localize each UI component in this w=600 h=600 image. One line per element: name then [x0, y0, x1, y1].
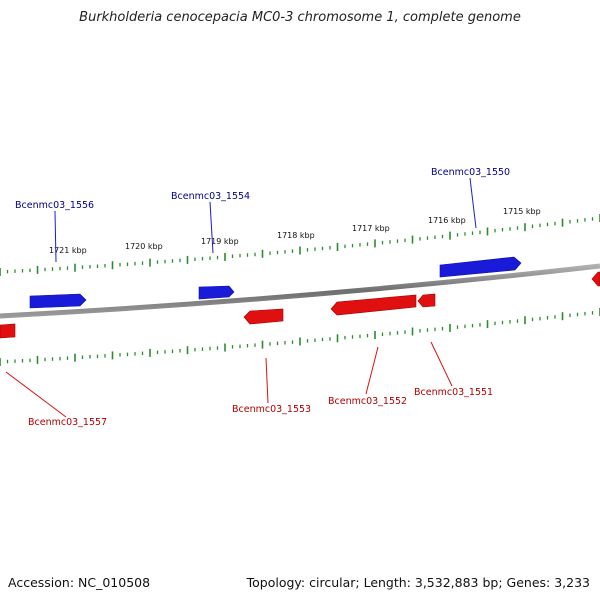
- gene-arrow-reverse[interactable]: [243, 308, 284, 325]
- gene-label[interactable]: Bcenmc03_1550: [431, 167, 510, 178]
- gene-bcenmc03-1551[interactable]: Bcenmc03_1551: [414, 293, 493, 398]
- gene-label[interactable]: Bcenmc03_1554: [171, 191, 250, 202]
- accession-text: Accession: NC_010508: [8, 575, 151, 590]
- gene-arrow-reverse[interactable]: [417, 293, 436, 308]
- gene-label-leader: [469, 177, 477, 229]
- gene-bcenmc03-1553[interactable]: Bcenmc03_1553: [232, 308, 311, 415]
- gene-label[interactable]: Bcenmc03_1552: [328, 396, 407, 407]
- gene-arrow-forward[interactable]: [198, 285, 235, 300]
- gene-arrow-reverse[interactable]: [330, 294, 417, 316]
- gene-label[interactable]: Bcenmc03_1556: [15, 200, 94, 211]
- scale-label-1717kbp: 1717 kbp: [352, 224, 390, 233]
- inner-scale-ticks: [0, 308, 600, 366]
- outer-scale-ticks: [0, 214, 600, 276]
- gene-bcenmc03-1556[interactable]: Bcenmc03_1556: [15, 200, 94, 309]
- gene-label-leader: [5, 371, 67, 418]
- genome-summary-text: Topology: circular; Length: 3,532,883 bp…: [246, 575, 590, 590]
- scale-labels: 1721 kbp 1720 kbp 1719 kbp 1718 kbp 1717…: [49, 207, 541, 255]
- gene-label[interactable]: Bcenmc03_1557: [28, 417, 107, 428]
- gene-arrow-reverse[interactable]: [0, 323, 16, 339]
- gene-label-leader: [54, 210, 57, 263]
- gene-label-leader: [430, 341, 453, 387]
- scale-label-1715kbp: 1715 kbp: [503, 207, 541, 216]
- gene-bcenmc03-1557[interactable]: Bcenmc03_1557: [0, 323, 107, 428]
- chromosome-backbone: [0, 263, 600, 319]
- gene-bcenmc03-1552[interactable]: Bcenmc03_1552: [328, 294, 417, 407]
- gene-label[interactable]: Bcenmc03_1553: [232, 404, 311, 415]
- gene-arrow-forward[interactable]: [439, 256, 522, 278]
- scale-label-1721kbp: 1721 kbp: [49, 246, 87, 255]
- gene-bcenmc03-1554[interactable]: Bcenmc03_1554: [171, 191, 250, 300]
- scale-label-1716kbp: 1716 kbp: [428, 216, 466, 225]
- gene-arrow-reverse[interactable]: [591, 271, 600, 287]
- gene-bcenmc03-1550[interactable]: Bcenmc03_1550: [431, 167, 522, 278]
- scale-label-1718kbp: 1718 kbp: [277, 231, 315, 240]
- gene-label-leader: [365, 346, 379, 395]
- gene-arrow-forward[interactable]: [29, 293, 87, 309]
- gene-partial-right[interactable]: [591, 271, 600, 287]
- gene-label[interactable]: Bcenmc03_1551: [414, 387, 493, 398]
- scale-label-1719kbp: 1719 kbp: [201, 237, 239, 246]
- gene-label-leader: [209, 201, 214, 254]
- genome-title: Burkholderia cenocepacia MC0-3 chromosom…: [79, 10, 521, 25]
- scale-label-1720kbp: 1720 kbp: [125, 242, 163, 251]
- gene-label-leader: [265, 357, 269, 404]
